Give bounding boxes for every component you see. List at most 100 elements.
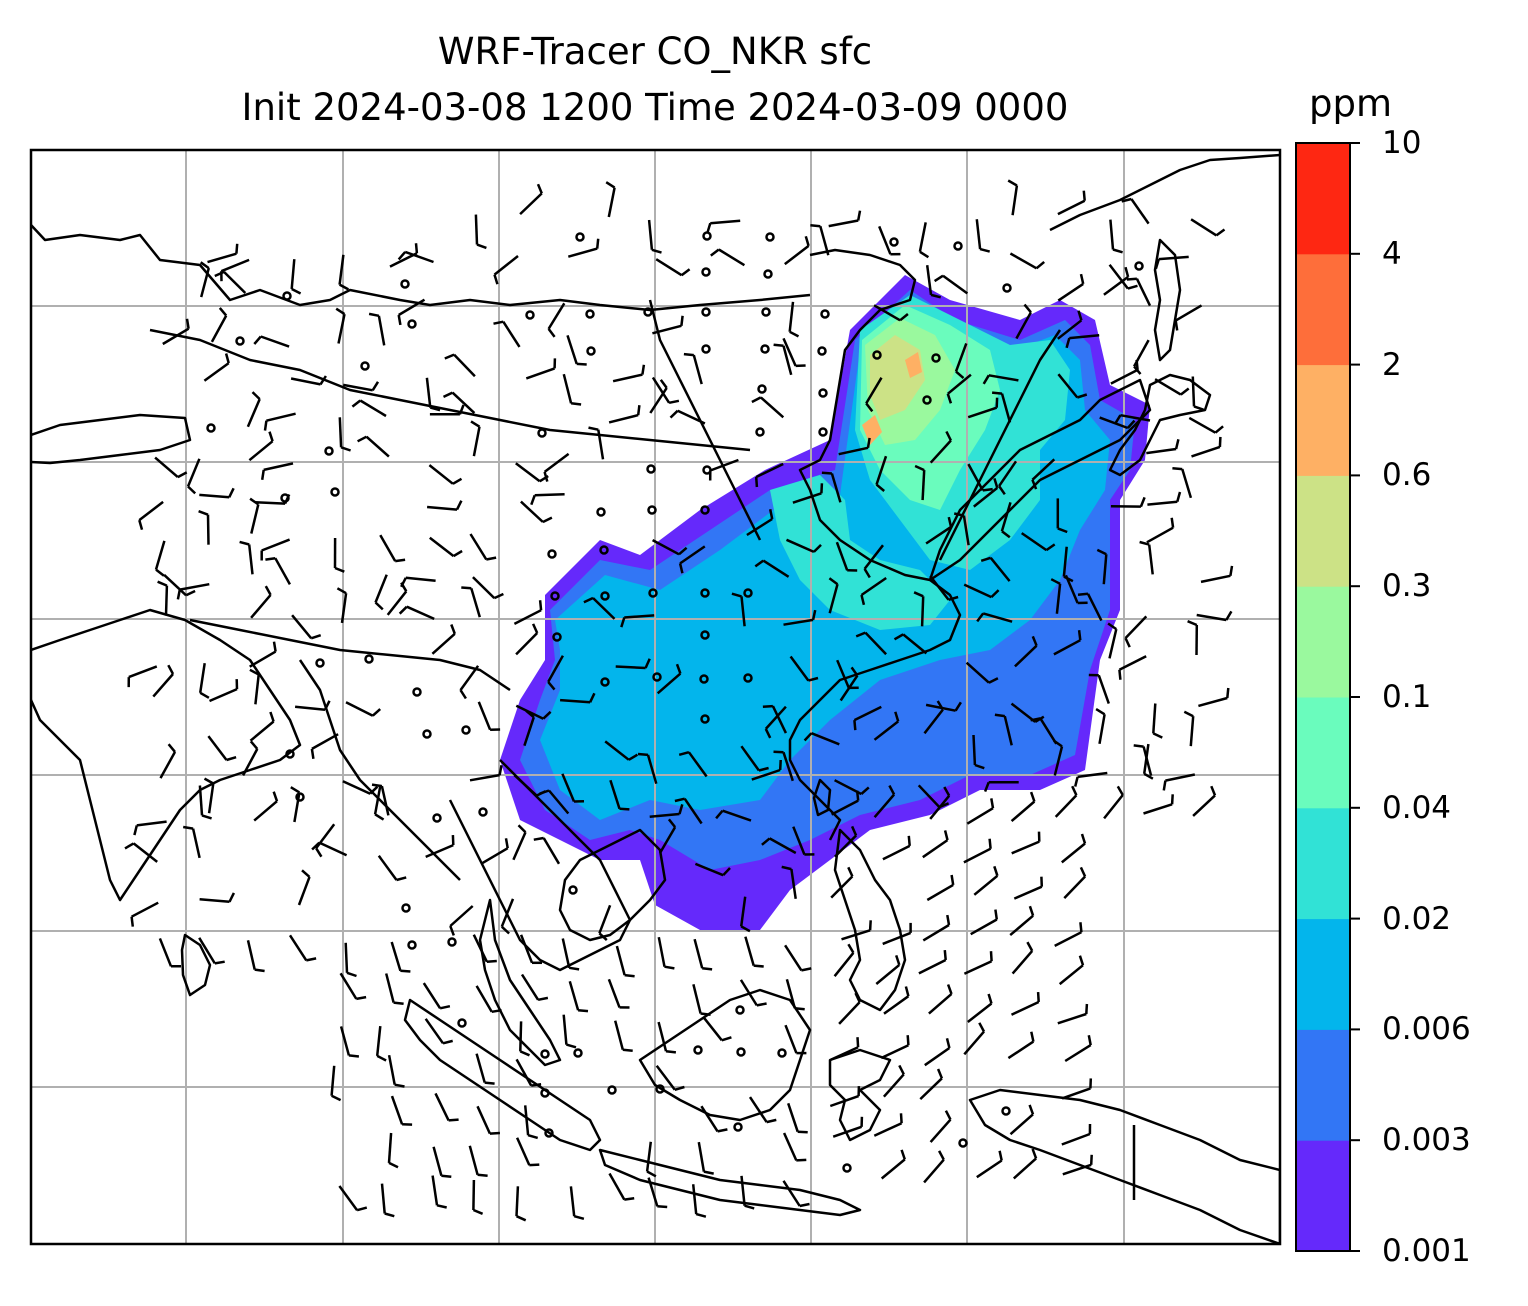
wind-barb-flag [1174,320,1179,331]
wind-barb-flag [543,471,549,482]
wind-barb-flag [429,406,441,412]
wind-barb-flag [773,750,784,754]
wind-barb-flag [198,510,209,516]
wind-barb-staff [1098,714,1106,745]
wind-barb-flag [651,248,662,254]
wind-barb-staff [290,259,296,290]
calm-wind-marker [586,346,596,356]
wind-barb-flag [761,837,771,846]
wind-barb-flag [766,1118,777,1124]
wind-barb-flag [740,925,751,933]
wind-barb-staff [1000,393,1012,423]
calm-wind-marker [457,1018,467,1028]
wind-barb-staff [782,1132,798,1161]
wind-barb-flag [334,566,345,573]
wind-barb-flag [731,592,742,598]
calm-wind-marker [842,1163,852,1173]
wind-barb-staff [241,748,259,776]
wind-barb-flag [1154,258,1160,270]
wind-barb-staff [159,751,177,779]
wind-barb-flag [1170,794,1174,805]
wind-barb-flag [821,471,832,475]
wind-barb-staff [567,247,598,258]
wind-barb-staff [164,585,169,616]
wind-barb-staff [1054,931,1082,948]
coastline-japan [1108,373,1212,477]
wind-barb-flag [919,250,930,259]
colorbar-tick-label: 0.003 [1382,1122,1471,1159]
wind-barb-flag [1107,622,1118,631]
wind-barb-flag [491,1008,502,1014]
wind-barb-staff [515,1058,533,1087]
wind-barb-staff [1099,416,1129,430]
wind-barb-flag [808,676,819,682]
wind-barb-flag [1030,717,1041,722]
wind-barb-staff [247,544,254,575]
calm-wind-marker [550,591,560,601]
wind-barb-staff [568,980,580,1011]
wind-barb-staff [431,1175,439,1206]
wind-barb-staff [253,800,278,822]
wind-barb-staff [209,687,238,703]
wind-barb-staff [434,1092,450,1121]
wind-barb-staff [923,708,944,735]
wind-barb-staff [963,960,993,975]
wind-barb-staff [561,773,576,802]
wind-barb-flag [758,766,769,772]
wind-barb-flag [588,692,596,703]
wind-barb-staff [982,612,1013,623]
wind-barb-flag [990,589,1000,598]
wind-barb-staff [657,1021,668,1052]
wind-barb-staff [1057,282,1084,302]
wind-barb-flag [1116,785,1124,796]
wind-barb-staff [422,982,442,1009]
wind-barb-flag [899,1113,903,1124]
wind-barb-staff [875,963,901,985]
wind-barb-staff [520,500,544,523]
wind-barb-flag [906,1035,910,1046]
wind-barb-staff [922,839,949,859]
wind-barb-staff [548,789,570,815]
coastline-caspian [31,413,192,465]
calm-wind-marker [568,885,578,895]
wind-barb-flag [1218,436,1222,447]
wind-barb-flag [124,842,135,850]
wind-barb-flag [744,1204,755,1210]
wind-barb-staff [519,192,543,216]
wind-barb-staff [387,1054,396,1085]
wind-barb-flag [678,546,688,556]
wind-barb-flag [319,375,327,386]
calm-wind-marker [1134,261,1144,271]
coastline-sulawesi [828,1048,892,1142]
wind-barb-flag [525,709,535,719]
wind-barb-staff [425,843,454,859]
wind-barb-staff [254,674,260,705]
wind-barb-flag [249,668,260,676]
wind-barb-staff [925,525,952,545]
wind-barb-staff [199,267,211,298]
wind-barb-flag [722,867,731,877]
wind-barb-flag [388,1161,399,1169]
wind-barb-staff [513,609,542,626]
wind-barb-flag [1121,197,1132,203]
wind-barb-flag [228,487,235,498]
wind-barb-flag [978,1022,986,1033]
calm-wind-marker [552,632,562,642]
wind-barb-staff [655,258,683,277]
wind-barb-flag [531,623,539,634]
wind-barb-staff [609,779,621,810]
wind-barb-staff [830,1046,859,1061]
wind-barb-staff [493,255,519,276]
wind-barb-flag [801,967,812,972]
wind-barb-flag [624,973,635,978]
wind-barb-flag [754,559,765,568]
wind-barb-staff [1011,185,1019,216]
wind-barb-staff [260,335,290,348]
wind-barb-staff [132,842,158,863]
wind-barb-staff [1109,219,1115,250]
wind-barb-staff [387,1132,393,1163]
wind-barb-flag [542,516,553,524]
wind-barb-staff [878,225,892,255]
wind-barb-staff [592,597,616,620]
wind-barb-staff [562,373,573,404]
